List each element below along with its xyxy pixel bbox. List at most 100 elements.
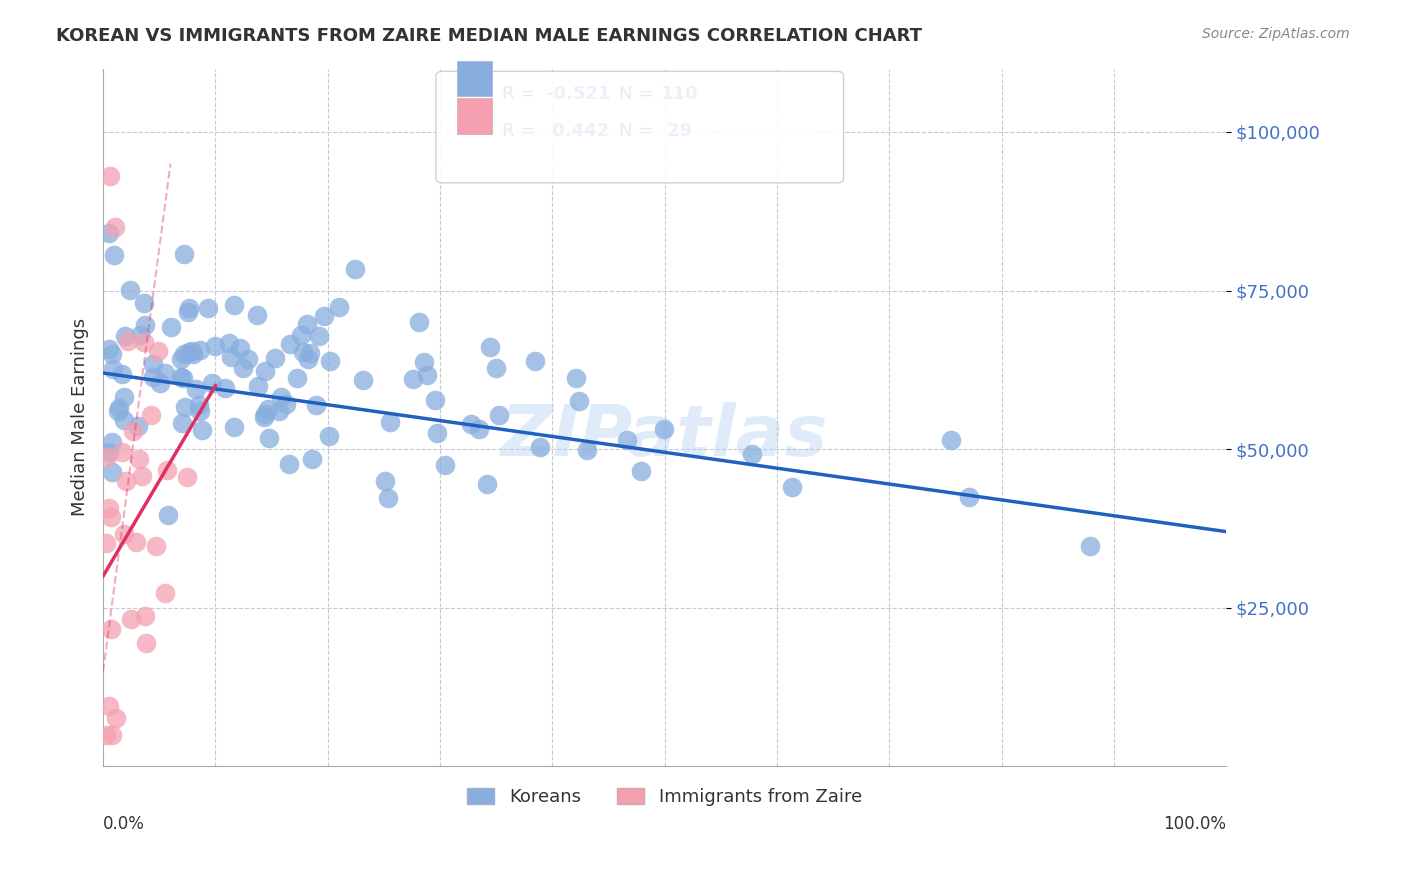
Point bbox=[170, 417, 193, 431]
Point bbox=[402, 372, 425, 386]
Point bbox=[142, 369, 165, 384]
Point bbox=[222, 297, 245, 311]
Point bbox=[278, 457, 301, 471]
Point bbox=[98, 169, 121, 184]
Point bbox=[120, 612, 142, 626]
Text: ZIPatlas: ZIPatlas bbox=[501, 402, 828, 471]
Point bbox=[488, 408, 510, 422]
Text: 110: 110 bbox=[661, 85, 699, 103]
Text: 0.0%: 0.0% bbox=[103, 815, 145, 833]
Point bbox=[111, 367, 134, 381]
Point bbox=[134, 335, 156, 350]
Point bbox=[155, 586, 177, 600]
Point bbox=[173, 247, 195, 261]
Point bbox=[318, 429, 340, 443]
Point bbox=[222, 419, 245, 434]
Point bbox=[105, 711, 128, 725]
Point bbox=[426, 425, 449, 440]
Point bbox=[529, 441, 551, 455]
Point bbox=[257, 402, 280, 417]
Point bbox=[129, 327, 152, 342]
Point bbox=[741, 447, 763, 461]
Point bbox=[111, 445, 134, 459]
Point bbox=[460, 417, 482, 431]
Point bbox=[101, 465, 124, 479]
Point bbox=[197, 301, 219, 315]
Point bbox=[434, 458, 457, 473]
Point bbox=[149, 376, 172, 391]
Point bbox=[201, 376, 224, 391]
Point bbox=[276, 396, 298, 410]
Point bbox=[232, 361, 254, 376]
Point bbox=[174, 400, 197, 414]
Point bbox=[186, 382, 208, 396]
Point bbox=[413, 355, 436, 369]
Point bbox=[135, 636, 157, 650]
Text: -0.521: -0.521 bbox=[546, 85, 610, 103]
Point bbox=[253, 364, 276, 378]
Point bbox=[187, 398, 209, 412]
Point bbox=[132, 295, 155, 310]
Point bbox=[120, 283, 142, 297]
Point bbox=[97, 342, 120, 356]
Point bbox=[343, 261, 366, 276]
Point bbox=[100, 623, 122, 637]
Point bbox=[285, 371, 308, 385]
Point bbox=[101, 435, 124, 450]
Point bbox=[257, 430, 280, 444]
Point bbox=[264, 351, 287, 365]
Point bbox=[565, 370, 588, 384]
Point bbox=[352, 373, 374, 387]
Point bbox=[297, 318, 319, 332]
Point bbox=[301, 452, 323, 467]
Point bbox=[139, 409, 162, 423]
Point bbox=[468, 422, 491, 436]
Text: KOREAN VS IMMIGRANTS FROM ZAIRE MEDIAN MALE EARNINGS CORRELATION CHART: KOREAN VS IMMIGRANTS FROM ZAIRE MEDIAN M… bbox=[56, 27, 922, 45]
Point bbox=[247, 379, 270, 393]
Point bbox=[204, 339, 226, 353]
Point bbox=[100, 510, 122, 524]
Point bbox=[104, 220, 127, 235]
Point bbox=[108, 401, 131, 416]
Point bbox=[169, 352, 191, 367]
Point bbox=[298, 345, 321, 359]
Point bbox=[377, 491, 399, 505]
Point bbox=[308, 329, 330, 343]
Point bbox=[423, 393, 446, 408]
Point bbox=[97, 444, 120, 458]
Point bbox=[160, 320, 183, 334]
Point bbox=[114, 329, 136, 343]
Point bbox=[218, 335, 240, 350]
Point bbox=[477, 476, 499, 491]
Point bbox=[145, 539, 167, 553]
Point bbox=[181, 347, 204, 361]
Point bbox=[173, 347, 195, 361]
Point bbox=[214, 381, 236, 395]
Point bbox=[142, 357, 165, 371]
Point bbox=[100, 347, 122, 361]
Point bbox=[117, 334, 139, 348]
Text: R =: R = bbox=[502, 85, 541, 103]
Point bbox=[374, 474, 396, 488]
Point bbox=[616, 433, 638, 447]
Text: N =: N = bbox=[619, 85, 658, 103]
Point bbox=[290, 328, 312, 343]
Point bbox=[1078, 539, 1101, 553]
Point bbox=[98, 698, 121, 713]
Point bbox=[127, 419, 149, 434]
Text: R =: R = bbox=[502, 122, 541, 140]
Point bbox=[103, 248, 125, 262]
Point bbox=[179, 344, 201, 359]
Point bbox=[128, 452, 150, 467]
Point bbox=[652, 422, 675, 436]
Point bbox=[115, 475, 138, 489]
Point bbox=[305, 398, 328, 412]
Point bbox=[156, 463, 179, 477]
Point bbox=[172, 371, 194, 385]
Point bbox=[122, 424, 145, 438]
Point bbox=[112, 390, 135, 404]
Point bbox=[380, 415, 402, 429]
Point bbox=[179, 301, 201, 316]
Text: N =: N = bbox=[619, 122, 658, 140]
Point bbox=[292, 345, 315, 359]
